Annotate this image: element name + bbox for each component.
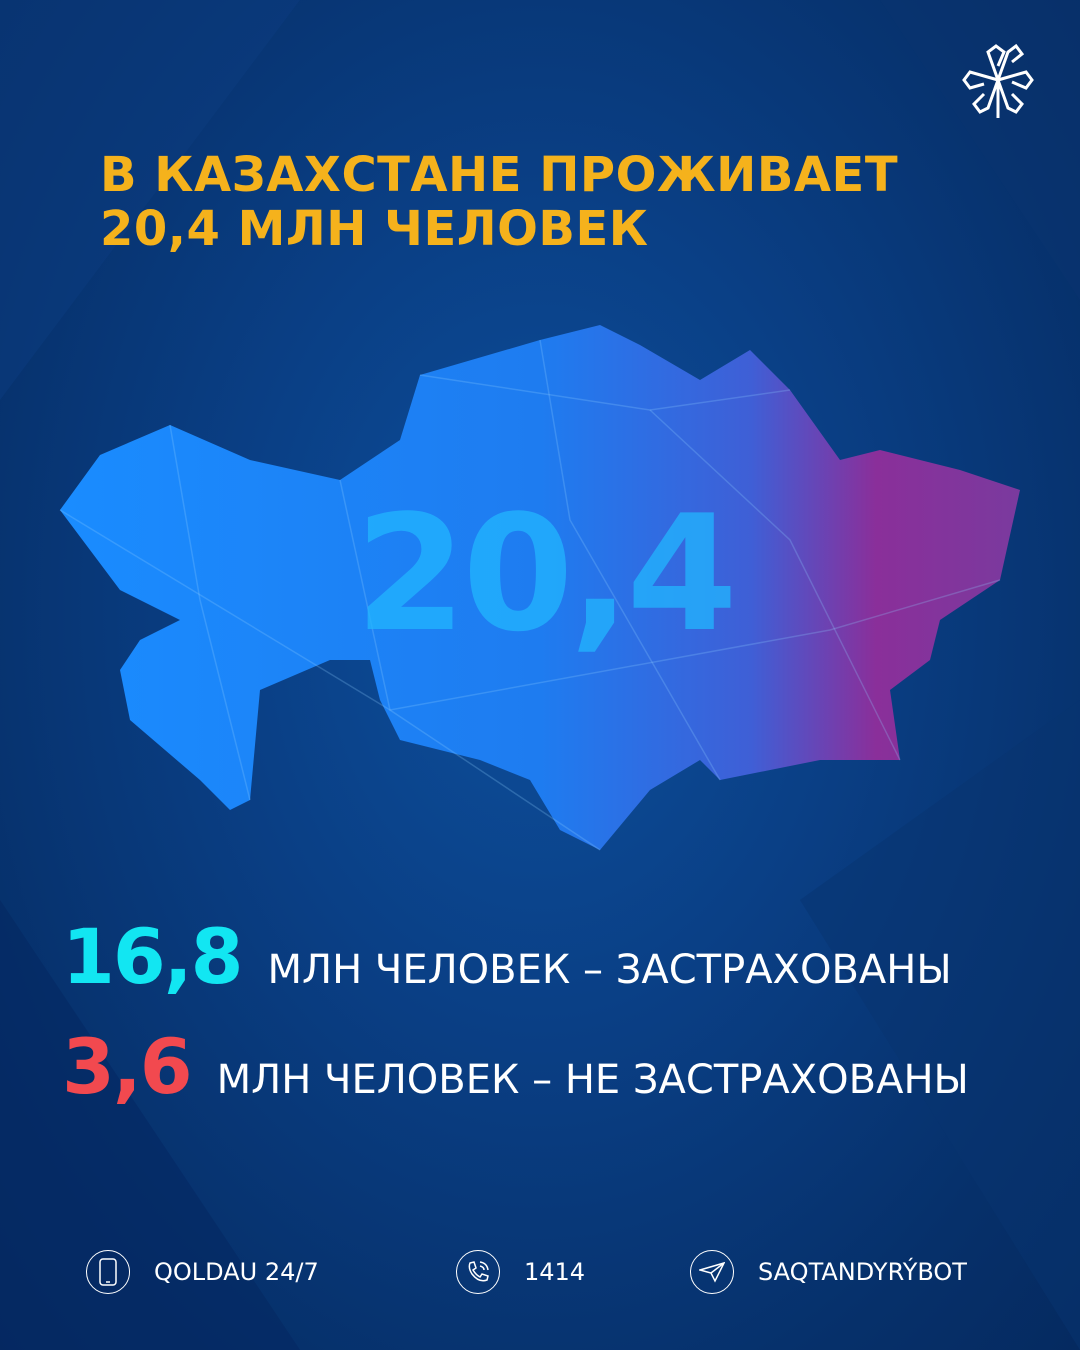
title-line-1: В КАЗАХСТАНЕ ПРОЖИВАЕТ bbox=[100, 147, 899, 203]
phone-icon bbox=[456, 1250, 500, 1294]
footer-label: QOLDAU 24/7 bbox=[154, 1258, 319, 1286]
map-shape bbox=[60, 325, 1020, 850]
stat-label: МЛН ЧЕЛОВЕК – ЗАСТРАХОВАНЫ bbox=[267, 947, 952, 993]
stat-value: 3,6 bbox=[62, 1022, 193, 1111]
footer-telegram[interactable]: SAQTANDYRÝBOT bbox=[690, 1250, 967, 1294]
stat-label: МЛН ЧЕЛОВЕК – НЕ ЗАСТРАХОВАНЫ bbox=[216, 1057, 969, 1103]
page-title: В КАЗАХСТАНЕ ПРОЖИВАЕТ 20,4 МЛН ЧЕЛОВЕК bbox=[100, 148, 898, 256]
footer-label: 1414 bbox=[524, 1258, 586, 1286]
footer-label: SAQTANDYRÝBOT bbox=[758, 1258, 967, 1286]
smartphone-icon bbox=[86, 1250, 130, 1294]
footer-qoldau[interactable]: QOLDAU 24/7 bbox=[86, 1250, 319, 1294]
title-line-2: 20,4 МЛН ЧЕЛОВЕК bbox=[100, 201, 649, 257]
footer-phone[interactable]: 1414 bbox=[456, 1250, 585, 1294]
snowflake-logo bbox=[962, 43, 1034, 118]
telegram-icon bbox=[690, 1250, 734, 1294]
stat-insured: 16,8 МЛН ЧЕЛОВЕК – ЗАСТРАХОВАНЫ bbox=[62, 912, 952, 1001]
kazakhstan-map bbox=[59, 325, 1020, 851]
stat-uninsured: 3,6 МЛН ЧЕЛОВЕК – НЕ ЗАСТРАХОВАНЫ bbox=[62, 1022, 969, 1111]
population-value: 20,4 bbox=[355, 480, 738, 667]
stat-value: 16,8 bbox=[62, 912, 244, 1001]
